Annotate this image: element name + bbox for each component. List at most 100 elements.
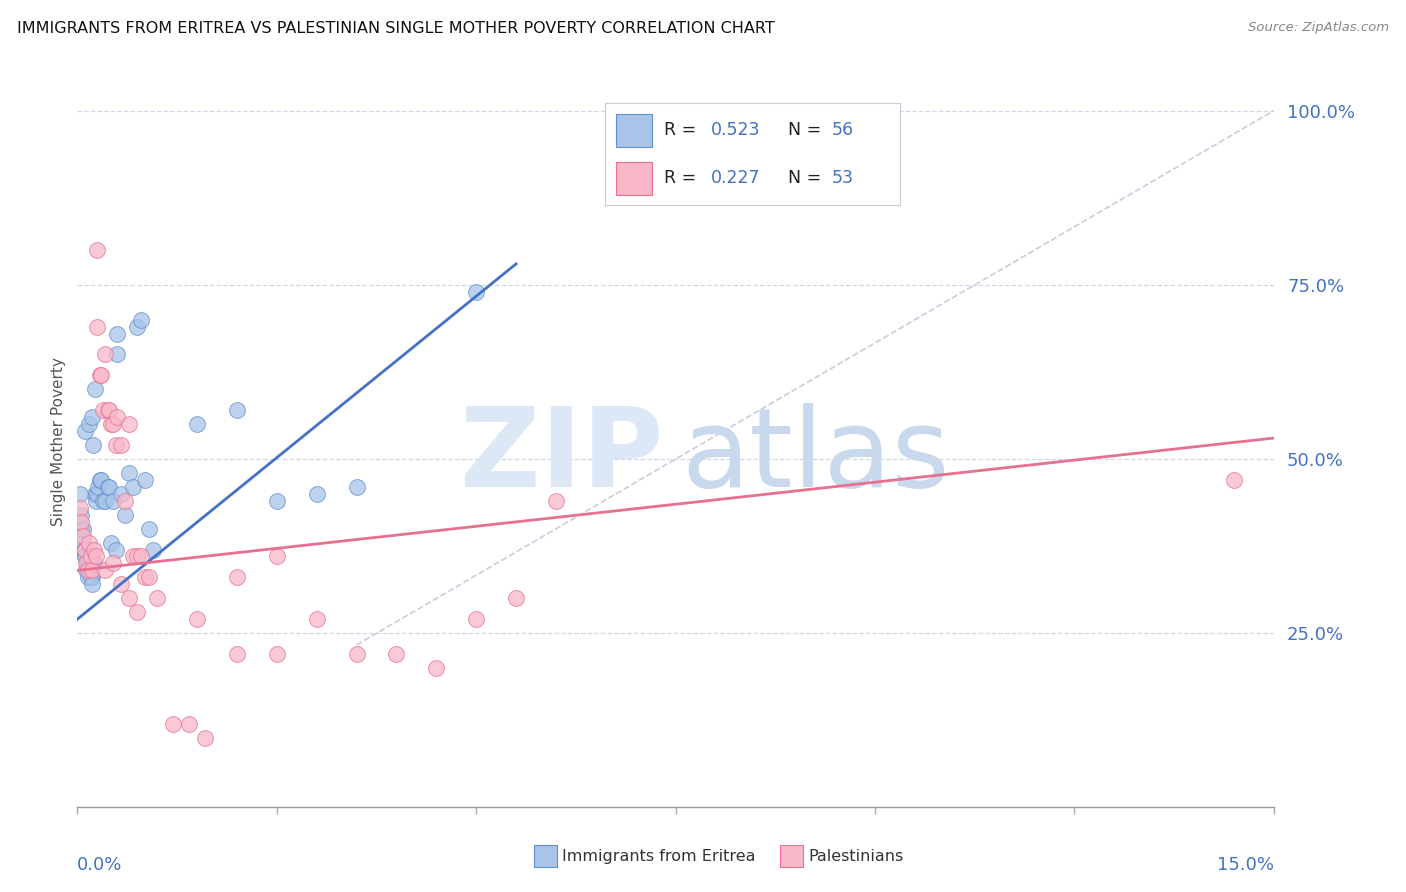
Point xyxy=(118,417,141,431)
Point xyxy=(105,326,128,341)
Point xyxy=(89,473,111,487)
Point xyxy=(266,647,288,661)
Point xyxy=(177,716,200,731)
Point xyxy=(72,535,94,549)
Point xyxy=(305,487,328,501)
Point xyxy=(425,661,447,675)
Point xyxy=(100,417,122,431)
Point xyxy=(70,515,93,529)
Point xyxy=(82,577,104,591)
Point xyxy=(103,417,125,431)
Point xyxy=(127,549,149,564)
Point xyxy=(110,577,132,591)
Text: 0.227: 0.227 xyxy=(711,169,761,187)
Point xyxy=(80,563,103,577)
Point xyxy=(104,542,127,557)
Point xyxy=(82,563,104,577)
Point xyxy=(76,563,98,577)
Point xyxy=(127,319,149,334)
Point xyxy=(97,480,120,494)
Point xyxy=(138,570,160,584)
Point xyxy=(82,557,104,571)
Point xyxy=(346,480,368,494)
Text: Immigrants from Eritrea: Immigrants from Eritrea xyxy=(562,849,756,863)
Point xyxy=(79,417,101,431)
Point xyxy=(82,438,104,452)
Point xyxy=(76,570,98,584)
Point xyxy=(505,591,527,606)
Point xyxy=(142,542,165,557)
Point xyxy=(86,487,108,501)
Point xyxy=(90,368,112,383)
Point xyxy=(84,549,107,564)
Point xyxy=(346,647,368,661)
Point xyxy=(100,535,122,549)
Point xyxy=(79,535,101,549)
Point xyxy=(86,243,108,257)
Text: Palestinians: Palestinians xyxy=(808,849,904,863)
Point xyxy=(75,563,97,577)
Text: 56: 56 xyxy=(832,121,853,139)
Point xyxy=(83,542,105,557)
Point xyxy=(70,508,93,522)
Point xyxy=(114,508,136,522)
Point xyxy=(75,549,97,564)
Point xyxy=(385,647,408,661)
Text: 0.0%: 0.0% xyxy=(77,856,122,874)
Point xyxy=(105,347,128,361)
Point xyxy=(98,403,121,417)
Point xyxy=(90,473,112,487)
Point xyxy=(76,557,98,571)
Point xyxy=(80,410,103,425)
Y-axis label: Single Mother Poverty: Single Mother Poverty xyxy=(51,357,66,526)
Point xyxy=(73,549,96,564)
Point xyxy=(162,716,184,731)
Point xyxy=(83,557,105,571)
Point xyxy=(544,493,567,508)
Point xyxy=(73,542,96,557)
Text: 0.523: 0.523 xyxy=(711,121,761,139)
Text: ZIP: ZIP xyxy=(460,402,664,509)
Point xyxy=(266,493,288,508)
Point xyxy=(75,557,97,571)
Point xyxy=(129,312,152,326)
Point xyxy=(73,542,96,557)
Text: 15.0%: 15.0% xyxy=(1216,856,1274,874)
Text: R =: R = xyxy=(664,169,702,187)
Text: atlas: atlas xyxy=(682,402,950,509)
Text: R =: R = xyxy=(664,121,702,139)
Point xyxy=(103,493,125,508)
Point xyxy=(83,382,105,396)
Point xyxy=(122,480,145,494)
Point xyxy=(83,487,105,501)
Point xyxy=(89,368,111,383)
Point xyxy=(305,612,328,626)
Bar xyxy=(616,114,652,146)
Point xyxy=(465,612,488,626)
Point xyxy=(225,403,247,417)
Point xyxy=(146,591,169,606)
Point xyxy=(72,528,94,542)
Point xyxy=(134,570,156,584)
Point xyxy=(80,570,103,584)
Point xyxy=(225,570,247,584)
Point xyxy=(80,549,103,564)
Point xyxy=(118,466,141,480)
Point xyxy=(122,549,145,564)
Point xyxy=(118,591,141,606)
Point xyxy=(86,493,108,508)
Text: N =: N = xyxy=(787,169,827,187)
Point xyxy=(86,319,108,334)
Point xyxy=(138,522,160,536)
Point xyxy=(266,549,288,564)
Bar xyxy=(616,162,652,194)
Point xyxy=(72,522,94,536)
Point xyxy=(103,557,125,571)
Point xyxy=(91,493,114,508)
Point xyxy=(94,563,117,577)
Point xyxy=(77,549,100,564)
Point xyxy=(110,487,132,501)
Point xyxy=(186,612,208,626)
Point xyxy=(98,480,121,494)
Point xyxy=(225,647,247,661)
